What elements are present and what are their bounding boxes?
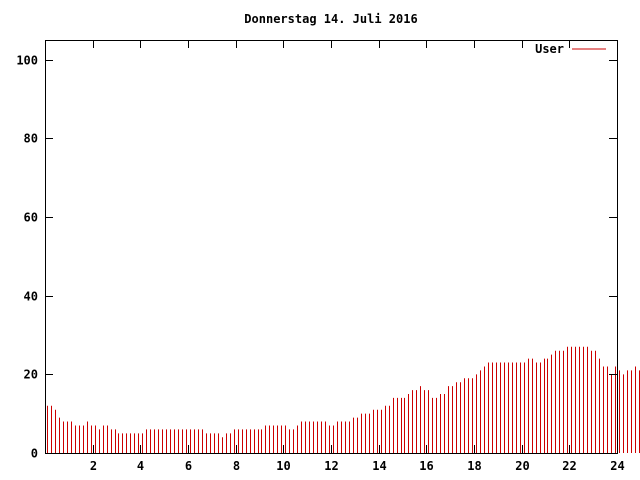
y-tick-label: 80 [24,132,38,146]
x-tick-label: 6 [185,459,192,473]
legend-label: User [535,42,564,56]
y-tick-label: 20 [24,368,38,382]
x-tick-label: 4 [137,459,144,473]
x-tick-label: 10 [276,459,290,473]
x-tick-label: 16 [419,459,433,473]
plot-frame [45,40,618,454]
legend: User [535,42,606,56]
y-tick-label: 60 [24,211,38,225]
chart-title: Donnerstag 14. Juli 2016 [244,12,417,26]
x-tick-label: 24 [610,459,624,473]
x-tick-label: 20 [515,459,529,473]
y-tick-label: 0 [31,447,38,461]
y-tick-label: 100 [16,54,38,68]
x-tick-label: 12 [324,459,338,473]
x-tick-label: 18 [467,459,481,473]
x-tick-label: 14 [372,459,386,473]
y-tick-label: 40 [24,290,38,304]
x-tick-label: 2 [90,459,97,473]
x-tick-label: 8 [233,459,240,473]
bars [47,346,640,453]
x-tick-label: 22 [562,459,576,473]
